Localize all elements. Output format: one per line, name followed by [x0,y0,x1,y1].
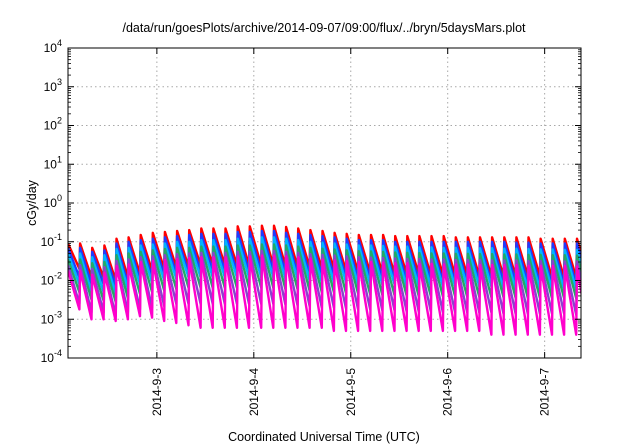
x-tick-label: 2014-9-5 [344,368,358,416]
x-axis: 2014-9-3 2014-9-4 2014-9-5 2014-9-6 2014-9-7 [150,48,552,416]
y-tick-label: 101 [44,154,62,171]
y-tick-label: 104 [44,38,62,55]
y-tick-label: 10-2 [41,271,62,288]
series-layer [68,224,581,336]
series-line-6 [68,254,581,336]
y-tick-label: 103 [44,77,62,94]
x-tick-label: 2014-9-3 [150,368,164,416]
y-tick-label: 102 [44,116,62,133]
chart-title: /data/run/goesPlots/archive/2014-09-07/0… [122,21,526,35]
x-tick-label: 2014-9-4 [247,368,261,416]
x-tick-label: 2014-9-7 [538,368,552,416]
y-axis: 10-4 10-3 10-2 10-1 100 101 102 103 104 [41,38,581,365]
y-tick-label: 100 [44,193,62,210]
y-tick-label: 10-3 [41,309,62,326]
x-tick-label: 2014-9-6 [441,368,455,416]
y-axis-label: cGy/day [25,179,39,226]
x-axis-label: Coordinated Universal Time (UTC) [228,430,420,444]
y-tick-label: 10-4 [41,348,62,365]
y-tick-label: 10-1 [41,232,62,249]
